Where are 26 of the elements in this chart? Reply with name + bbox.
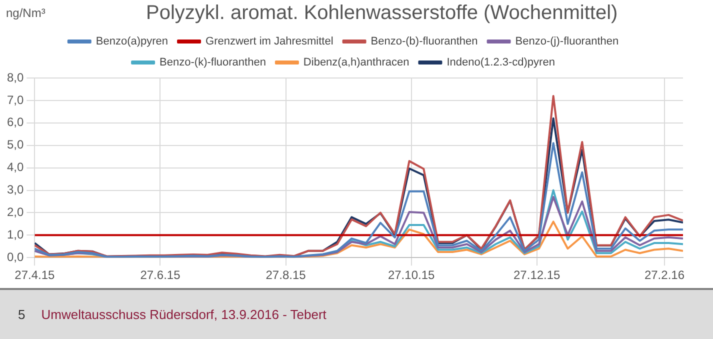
- y-axis-title: ng/Nm³: [6, 6, 46, 20]
- text: Umweltausschuss Rüdersdorf, 13.9.2016 - Tebert: [41, 307, 326, 322]
- x-tick-label: 27.4.15: [14, 268, 56, 282]
- text: 5: [18, 307, 26, 322]
- x-tick-label: 27.10.15: [388, 268, 435, 282]
- y-tick-label: 7,0: [6, 92, 24, 107]
- chart-title: Polyzykl. aromat. Kohlenwasserstoffe (Wochenmittel): [146, 2, 618, 24]
- legend-label: Benzo-(j)-fluoranthen: [515, 36, 619, 48]
- y-tick-label: 3,0: [6, 182, 24, 197]
- x-tick-label: 27.6.15: [140, 268, 181, 282]
- y-tick-label: 2,0: [6, 205, 24, 220]
- y-tick-label: 5,0: [6, 138, 24, 152]
- legend-label: Dibenz(a,h)anthracen: [303, 56, 410, 69]
- y-tick-label: 4,0: [6, 160, 24, 174]
- x-tick-label: 27.8.15: [266, 268, 306, 282]
- y-tick-label: 1,0: [6, 227, 24, 242]
- y-tick-label: 8,0: [6, 70, 24, 84]
- y-tick-label: 6,0: [6, 115, 24, 130]
- legend-label: Benzo-(b)-fluoranthen: [370, 36, 478, 48]
- legend-label: Benzo-(k)-fluoranthen: [160, 56, 266, 69]
- legend-label: Grenzwert im Jahresmittel: [206, 36, 334, 48]
- legend-label: Indeno(1.2.3-cd)pyren: [446, 56, 555, 69]
- y-tick-label: 0,0: [6, 250, 24, 264]
- x-tick-label: 27.2.16: [644, 268, 685, 282]
- x-tick-label: 27.12.15: [514, 268, 561, 282]
- legend-label: Benzo(a)pyren: [96, 36, 168, 48]
